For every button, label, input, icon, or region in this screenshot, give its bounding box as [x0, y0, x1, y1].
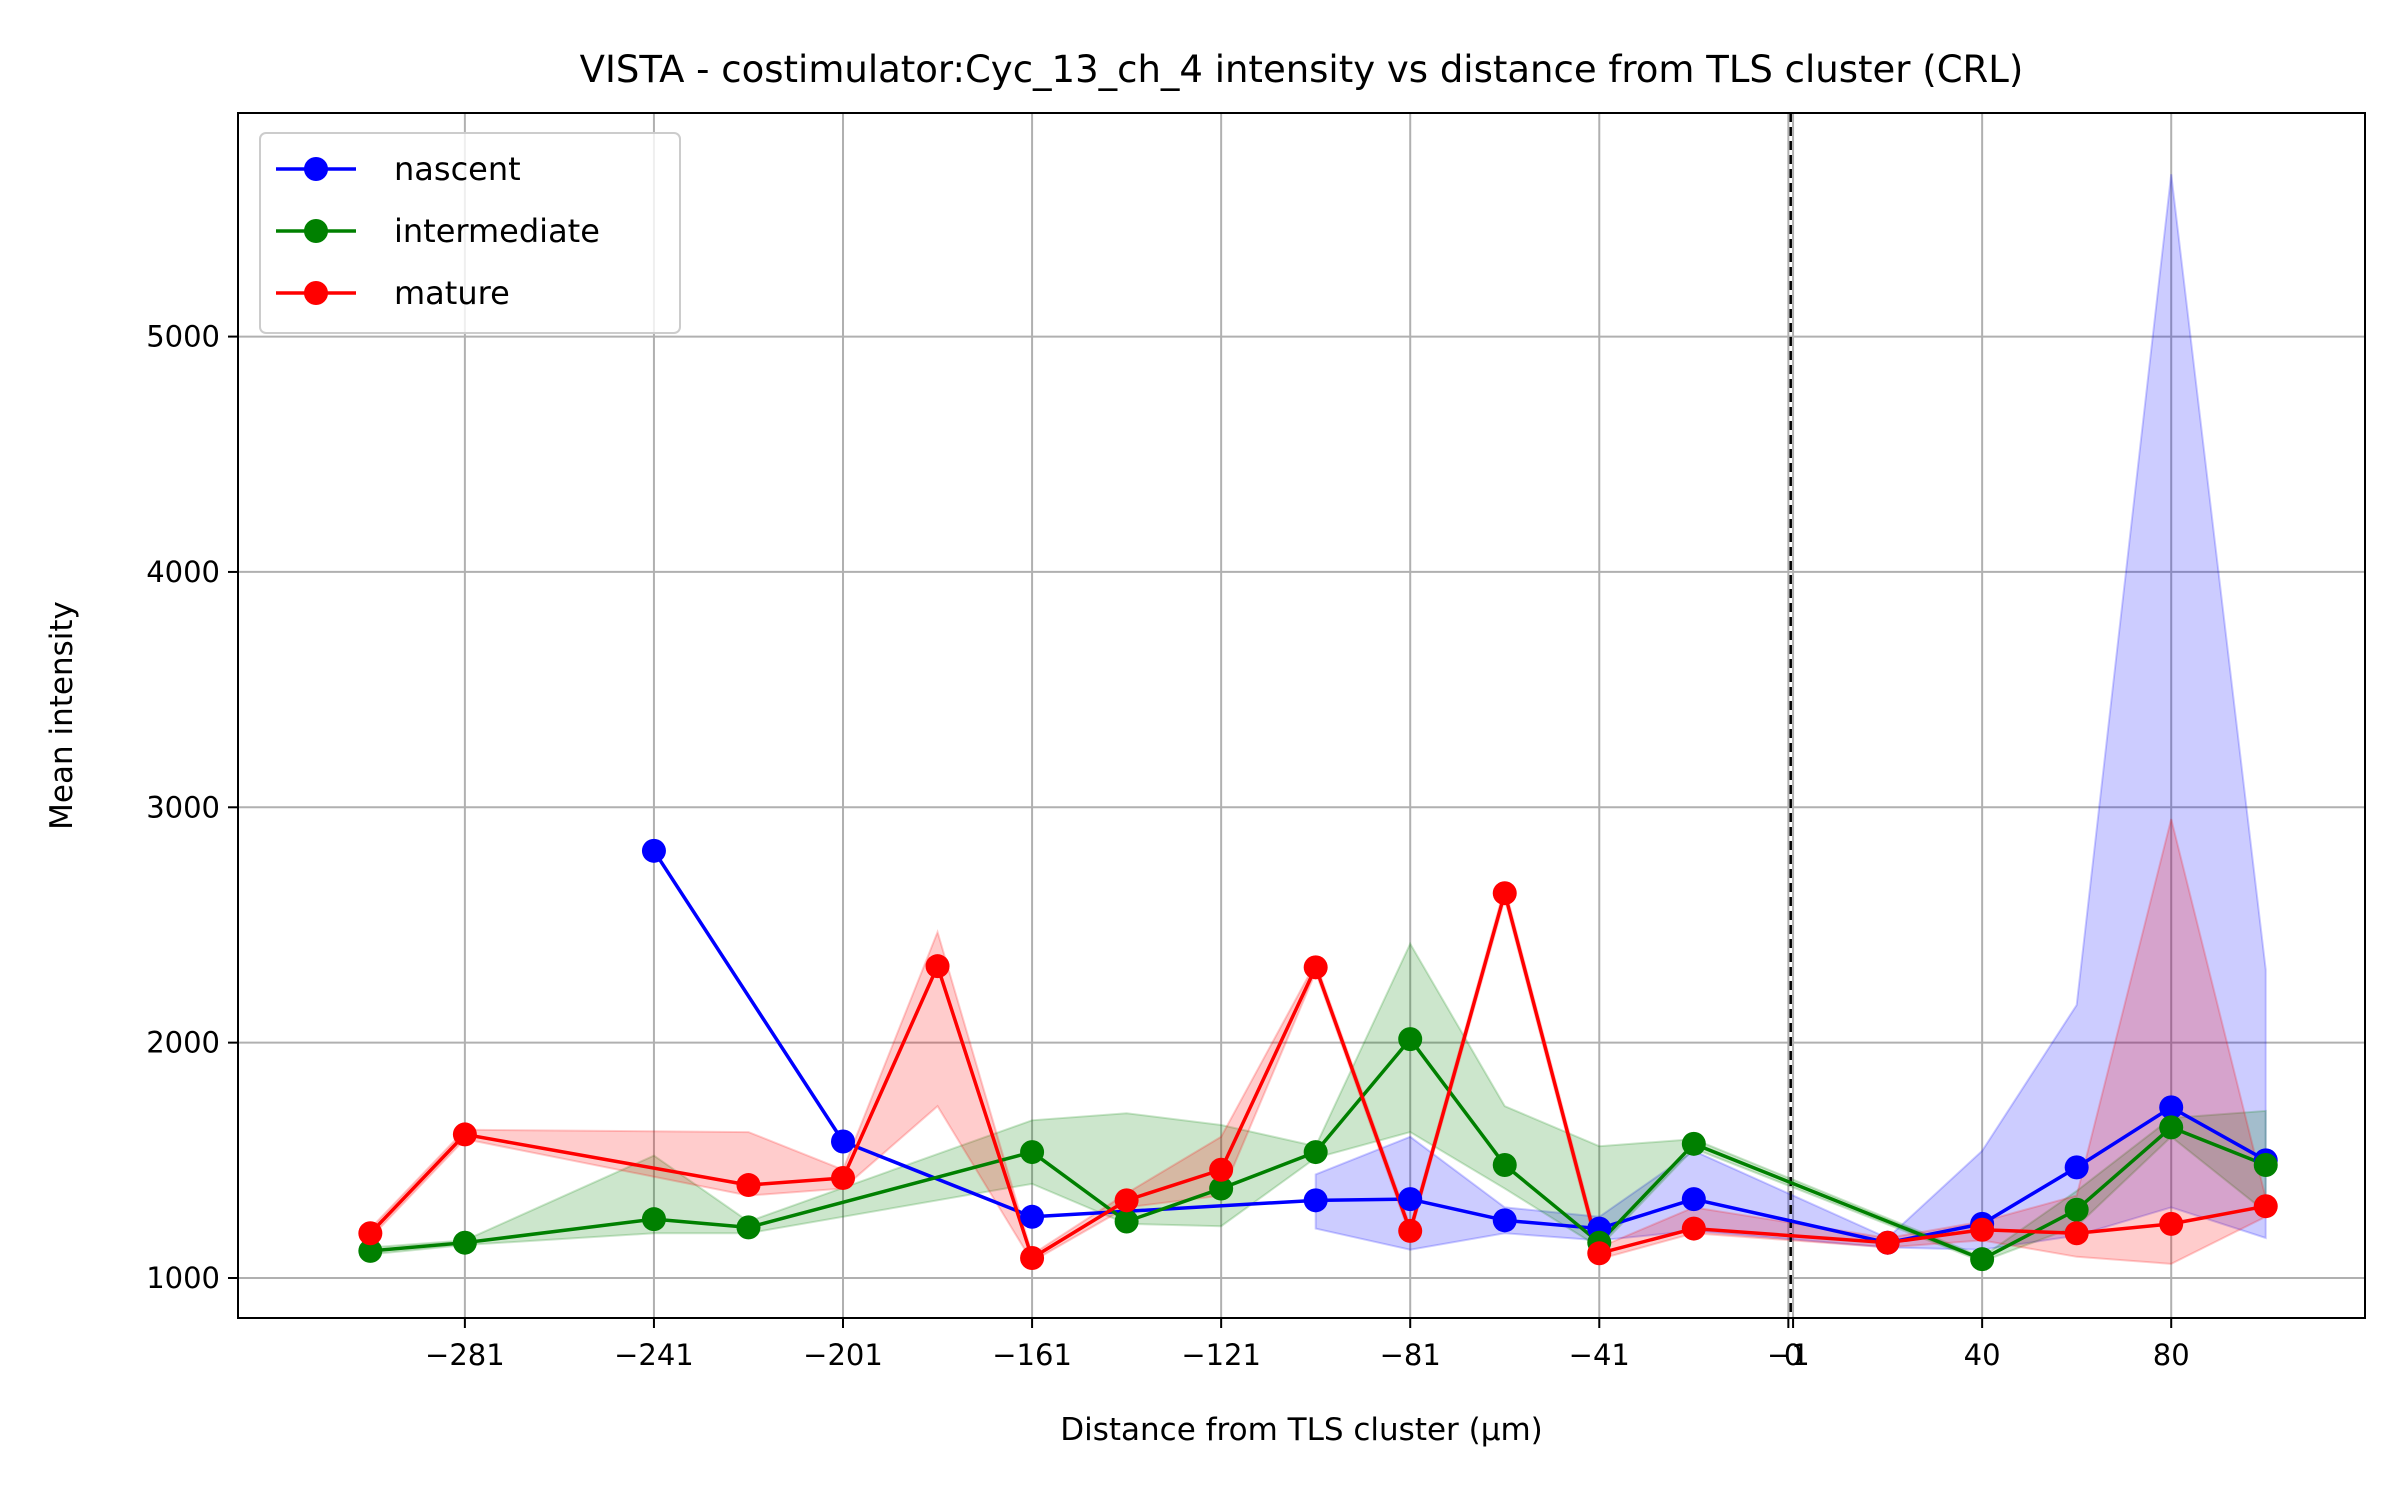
point-mature [1681, 1216, 1706, 1241]
point-mature [925, 954, 950, 979]
x-tick-label: 40 [1964, 1338, 2001, 1372]
point-intermediate [641, 1207, 666, 1232]
x-tick-label: −121 [1181, 1338, 1261, 1372]
axis-ticks: −281 −241 −201 −161 −121 −81 −41 −10 40 80 1000 200… [146, 320, 2189, 1372]
legend-marker-nascent [304, 157, 328, 181]
point-mature [1587, 1241, 1612, 1266]
point-mature [1875, 1230, 1900, 1255]
series-markers [358, 838, 2278, 1272]
y-tick-label: 3000 [146, 790, 220, 824]
point-intermediate [452, 1230, 477, 1255]
point-mature [1303, 955, 1328, 980]
x-tick-label: −281 [425, 1338, 505, 1372]
point-nascent [641, 838, 666, 863]
legend: nascent intermediate mature [259, 132, 681, 334]
point-intermediate [1303, 1140, 1328, 1165]
point-nascent [2064, 1155, 2089, 1180]
point-mature [2253, 1194, 2278, 1219]
point-mature [1020, 1245, 1045, 1270]
y-tick-label: 5000 [146, 320, 220, 354]
point-nascent [1303, 1188, 1328, 1213]
point-mature [2064, 1221, 2089, 1246]
point-intermediate [2064, 1197, 2089, 1222]
point-mature [1114, 1188, 1139, 1213]
point-mature [831, 1165, 856, 1190]
chart-title: VISTA - costimulator:Cyc_13_ch_4 intensi… [580, 48, 2024, 91]
legend-marker-intermediate [304, 219, 328, 243]
point-mature [358, 1221, 383, 1246]
point-intermediate [2253, 1153, 2278, 1178]
point-intermediate [358, 1238, 383, 1263]
x-tick-label: 0 [1784, 1338, 1802, 1372]
point-intermediate [1398, 1027, 1423, 1052]
point-intermediate [1114, 1209, 1139, 1234]
point-mature [2159, 1211, 2184, 1236]
x-tick-label: −241 [614, 1338, 694, 1372]
point-nascent [1020, 1204, 1045, 1229]
x-tick-label: −1 [1767, 1338, 1810, 1372]
point-intermediate [736, 1215, 761, 1240]
y-tick-label: 1000 [146, 1261, 220, 1295]
x-tick-label: −81 [1380, 1338, 1441, 1372]
legend-label-mature: mature [394, 274, 510, 312]
point-nascent [2159, 1095, 2184, 1120]
x-tick-label: 80 [2153, 1338, 2190, 1372]
point-nascent [831, 1129, 856, 1154]
line-mature [369, 891, 2267, 1260]
point-mature [452, 1122, 477, 1147]
legend-label-nascent: nascent [394, 150, 521, 188]
point-nascent [1681, 1187, 1706, 1212]
point-mature [736, 1173, 761, 1198]
point-nascent [1398, 1187, 1423, 1212]
point-intermediate [2159, 1115, 2184, 1140]
legend-marker-mature [304, 281, 328, 305]
legend-label-intermediate: intermediate [394, 212, 600, 250]
point-intermediate [1492, 1153, 1517, 1178]
x-tick-label: −161 [992, 1338, 1072, 1372]
point-mature [1970, 1217, 1995, 1242]
point-intermediate [1970, 1247, 1995, 1272]
point-intermediate [1681, 1131, 1706, 1156]
plot-frame [237, 112, 2366, 1319]
point-intermediate [1209, 1176, 1234, 1201]
band-nascent [1314, 174, 2267, 1251]
point-mature [1209, 1157, 1234, 1182]
x-tick-label: −41 [1569, 1338, 1630, 1372]
x-axis-label: Distance from TLS cluster (μm) [1060, 1412, 1543, 1448]
y-tick-label: 4000 [146, 555, 220, 589]
legend-box [259, 132, 681, 334]
x-tick-label: −201 [803, 1338, 883, 1372]
point-mature [1492, 881, 1517, 906]
point-mature [1398, 1218, 1423, 1243]
point-intermediate [1020, 1140, 1045, 1165]
y-tick-label: 2000 [146, 1026, 220, 1060]
y-axis-label: Mean intensity [44, 601, 80, 830]
point-nascent [1492, 1208, 1517, 1233]
